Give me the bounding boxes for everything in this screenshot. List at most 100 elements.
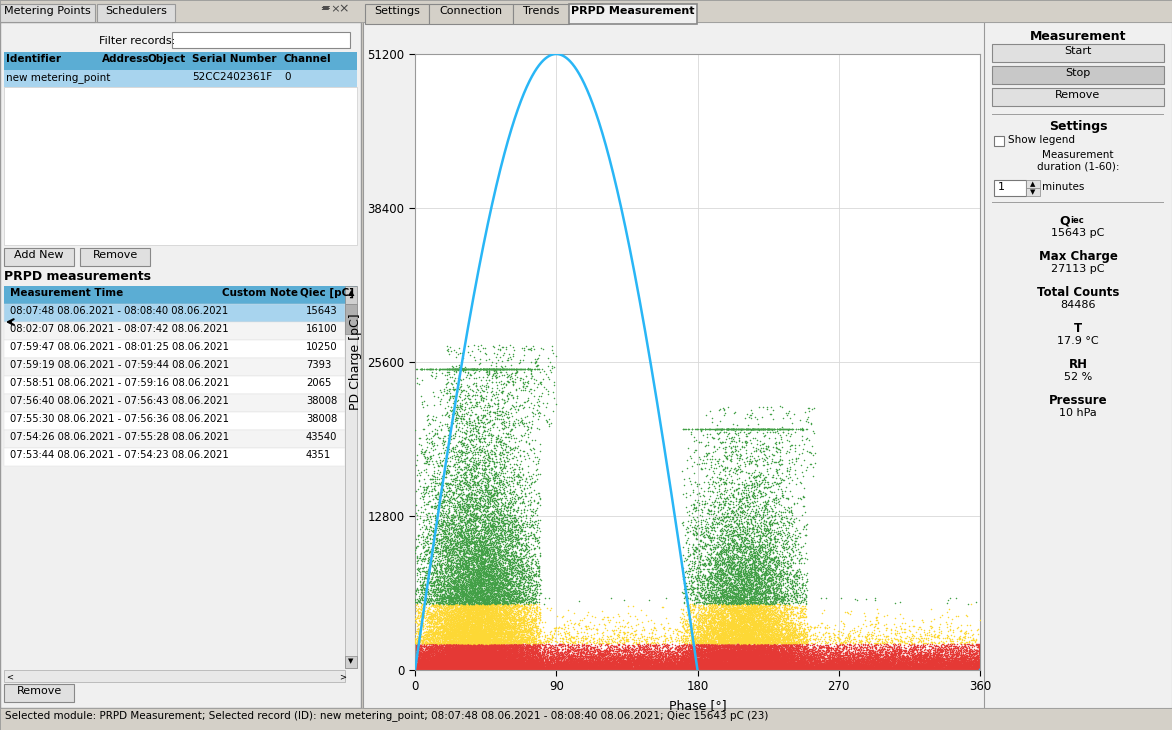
Point: [740, 664, 758, 675]
Point: [495, 602, 513, 613]
Point: [498, 634, 517, 645]
Point: [793, 640, 812, 652]
Point: [718, 577, 737, 589]
Point: [646, 657, 665, 669]
Point: [464, 664, 483, 675]
Point: [471, 648, 490, 659]
Point: [479, 652, 498, 664]
Point: [483, 364, 502, 375]
Point: [683, 606, 702, 618]
Point: [461, 481, 479, 493]
Point: [729, 657, 748, 669]
Point: [666, 656, 684, 667]
Point: [468, 511, 486, 523]
Point: [722, 617, 741, 629]
Point: [700, 662, 718, 674]
Point: [921, 634, 940, 645]
Point: [513, 553, 532, 564]
Point: [714, 664, 732, 675]
Point: [432, 612, 451, 624]
Point: [737, 651, 756, 663]
Point: [441, 661, 459, 673]
Point: [441, 585, 459, 596]
Point: [768, 583, 786, 595]
Point: [518, 599, 537, 610]
Point: [525, 638, 544, 650]
Point: [717, 591, 736, 603]
Point: [893, 657, 912, 669]
Point: [500, 620, 519, 632]
Point: [766, 656, 785, 667]
Point: [765, 568, 784, 580]
Point: [777, 623, 796, 635]
Point: [736, 626, 755, 638]
Point: [464, 504, 483, 515]
Point: [900, 651, 919, 663]
Point: [499, 591, 518, 602]
Point: [715, 627, 734, 639]
Point: [507, 392, 526, 404]
Point: [482, 648, 500, 659]
Point: [720, 627, 738, 639]
Point: [949, 652, 968, 664]
Point: [792, 637, 811, 649]
Point: [897, 654, 915, 666]
Point: [451, 651, 470, 663]
Point: [587, 658, 606, 669]
Point: [411, 572, 430, 583]
Point: [713, 614, 731, 626]
Point: [425, 611, 444, 623]
Point: [471, 656, 490, 668]
Point: [666, 663, 684, 675]
Point: [606, 664, 625, 675]
Point: [458, 621, 477, 633]
Point: [864, 663, 883, 675]
Point: [695, 640, 714, 652]
Point: [955, 658, 974, 670]
Point: [486, 573, 505, 585]
Point: [444, 619, 463, 631]
Point: [769, 640, 788, 652]
Point: [475, 647, 493, 658]
Point: [468, 652, 486, 664]
Point: [485, 664, 504, 675]
Point: [471, 658, 490, 670]
Point: [758, 657, 777, 669]
Point: [498, 523, 517, 534]
Text: Selected module: PRPD Measurement; Selected record (ID): new metering_point; 08:: Selected module: PRPD Measurement; Selec…: [5, 710, 769, 721]
Point: [423, 620, 442, 632]
Point: [489, 659, 507, 671]
Point: [762, 633, 781, 645]
Point: [945, 659, 963, 671]
Point: [695, 595, 714, 607]
Point: [737, 639, 756, 650]
Point: [659, 652, 677, 664]
Point: [881, 641, 900, 653]
Point: [783, 662, 802, 674]
Point: [745, 599, 764, 611]
Point: [783, 534, 802, 546]
Point: [430, 645, 449, 656]
Point: [912, 660, 931, 672]
Point: [502, 507, 520, 519]
Point: [432, 662, 451, 674]
Point: [721, 612, 740, 623]
Point: [709, 588, 728, 600]
Point: [648, 654, 667, 666]
Point: [458, 623, 477, 635]
Point: [466, 545, 485, 556]
Point: [442, 568, 461, 580]
Point: [452, 623, 471, 635]
Point: [485, 610, 504, 621]
Point: [456, 432, 475, 444]
Point: [820, 663, 839, 675]
Point: [708, 649, 727, 661]
Point: [540, 661, 559, 673]
Point: [731, 659, 750, 671]
Point: [878, 653, 897, 665]
Point: [691, 639, 710, 651]
Point: [498, 537, 517, 549]
Point: [963, 663, 982, 675]
Point: [856, 661, 874, 673]
Point: [436, 608, 455, 620]
